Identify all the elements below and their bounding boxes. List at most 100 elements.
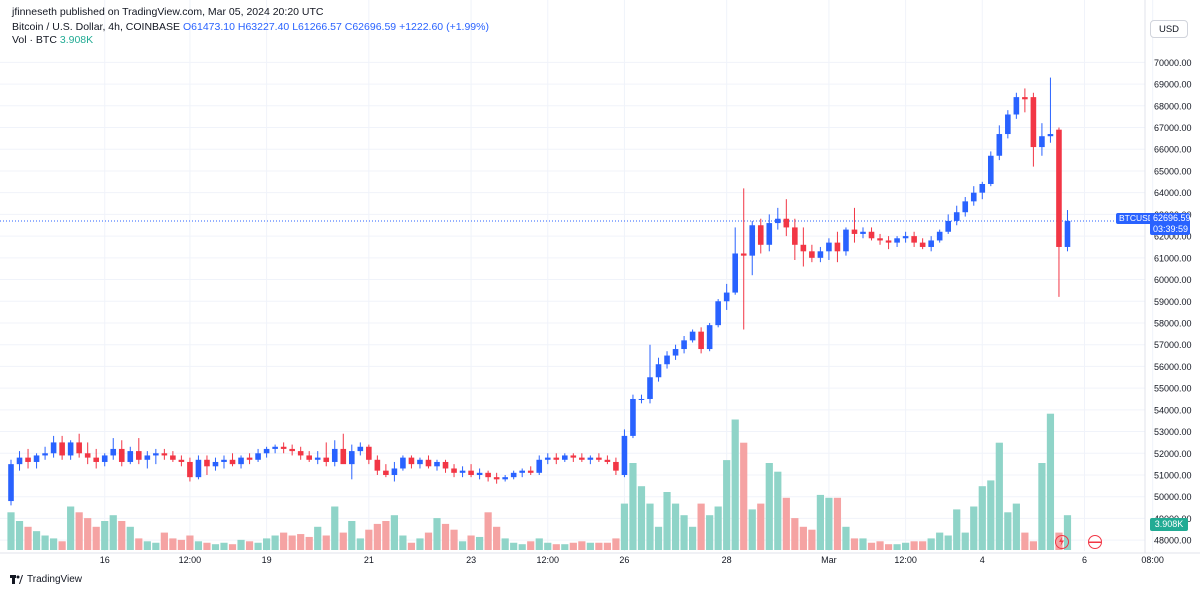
candle-body [1056, 129, 1062, 247]
candle-body [272, 446, 278, 449]
candle-body [647, 377, 653, 399]
candle-body [357, 446, 364, 452]
candle-body [425, 459, 432, 467]
candle-body [468, 470, 474, 475]
volume-bar [893, 544, 901, 550]
candle-body [732, 253, 738, 293]
volume-bar [416, 538, 424, 550]
published-text: jfinneseth published on TradingView.com,… [12, 6, 324, 18]
candle-body [493, 477, 500, 480]
candle-body [706, 325, 713, 350]
volume-bar [356, 538, 364, 550]
volume-bar [15, 521, 24, 550]
candle-body [689, 331, 696, 341]
volume-bar [143, 541, 151, 550]
y-tick-label: 64000.00 [1154, 188, 1192, 198]
volume-bar [876, 541, 884, 550]
volume-bar [84, 518, 92, 550]
candle-body [757, 225, 764, 245]
candle-body [877, 238, 883, 241]
candle-body [894, 238, 900, 243]
volume-bar [791, 518, 799, 550]
candle-body [502, 477, 508, 480]
volume-bar [902, 542, 910, 550]
candle-body [604, 459, 611, 462]
candle-body [42, 453, 48, 456]
candle-body [391, 468, 398, 475]
candle-body [613, 461, 619, 471]
candle-body [349, 451, 355, 465]
volume-bar [160, 532, 168, 550]
candle-body [408, 457, 415, 465]
currency-button[interactable]: USD [1150, 20, 1188, 38]
volume-bar [237, 539, 245, 550]
volume-bar [186, 535, 194, 550]
lightning-event-icon[interactable] [1055, 535, 1069, 549]
volume-bar [365, 529, 373, 550]
volume-bar [944, 535, 952, 550]
volume-bar [961, 532, 969, 550]
volume-bar [7, 512, 15, 550]
candle-body [204, 459, 210, 467]
volume-bar [441, 523, 450, 550]
y-tick-label: 50000.00 [1154, 492, 1192, 502]
y-tick-label: 54000.00 [1154, 405, 1192, 415]
candle-body [970, 192, 977, 202]
candle-body [331, 448, 338, 462]
volume-bar [714, 506, 722, 550]
candle-body [144, 455, 151, 460]
candle-body [400, 457, 406, 469]
candle-body [885, 240, 892, 243]
candle-body [775, 218, 781, 224]
volume-bar [706, 515, 714, 550]
volume-bar [407, 542, 416, 550]
volume-bar [825, 497, 833, 550]
candle-body [187, 461, 193, 478]
candle-body [672, 349, 679, 356]
candle-body [519, 470, 525, 473]
volume-bar [995, 442, 1003, 550]
bar-countdown: 03:39:59 [1153, 224, 1189, 234]
volume-label: Vol · BTC [12, 34, 57, 46]
candle-body [553, 457, 560, 460]
candle-body [289, 448, 295, 452]
volume-bar [390, 515, 398, 550]
candle-body [527, 470, 534, 473]
volume-bar [850, 538, 859, 550]
volume-bar [467, 535, 475, 550]
candle-body [1047, 134, 1054, 137]
candle-body [84, 453, 91, 458]
volume-bar [603, 542, 611, 550]
volume-bar [680, 515, 688, 550]
candle-body [800, 244, 807, 252]
volume-bar [263, 538, 271, 550]
y-tick-label: 65000.00 [1154, 166, 1192, 176]
y-tick-label: 53000.00 [1154, 427, 1192, 437]
volume-bar [1046, 413, 1055, 550]
candles [8, 77, 1071, 506]
us-flag-icon[interactable] [1088, 535, 1102, 549]
candle-body [118, 448, 125, 462]
x-tick-label: 4 [980, 555, 985, 565]
x-tick-label: Mar [821, 555, 837, 565]
candle-body [962, 201, 969, 213]
volume-bar [433, 518, 441, 550]
y-tick-label: 55000.00 [1154, 384, 1192, 394]
volume-bar [867, 542, 876, 550]
volume-bar [689, 526, 697, 550]
volume-bar [765, 463, 773, 550]
volume-bar [297, 534, 305, 550]
candle-body [1022, 97, 1028, 100]
volume-bar [978, 486, 986, 550]
y-tick-label: 69000.00 [1154, 80, 1192, 90]
y-tick-label: 67000.00 [1154, 123, 1192, 133]
volume-bar [288, 535, 296, 550]
last-price-tag: 62696.59 03:39:59 [1150, 213, 1191, 235]
volume-bar [211, 544, 220, 550]
volume-bar [799, 526, 807, 550]
volume-bar [561, 544, 569, 550]
volume-bar [1063, 515, 1072, 550]
volume-bar [458, 541, 467, 550]
candle-body [860, 231, 866, 234]
